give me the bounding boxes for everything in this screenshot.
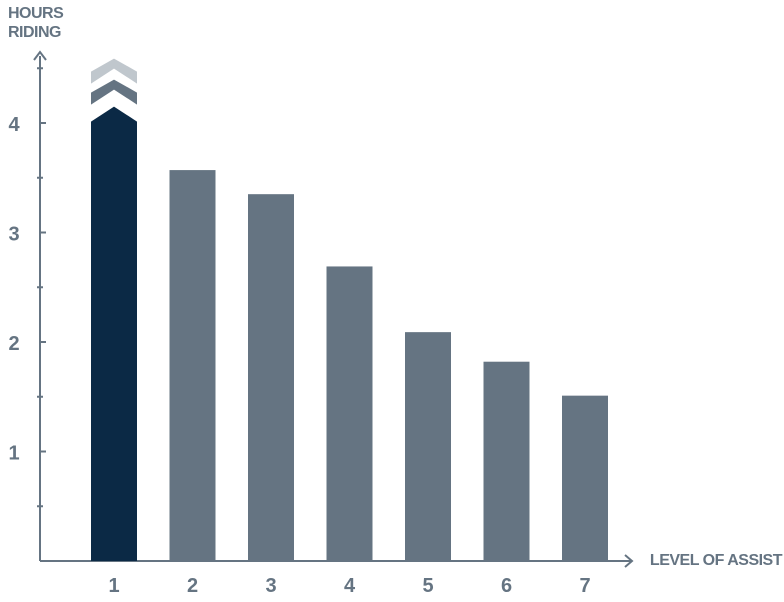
x-tick-label: 6: [501, 575, 512, 597]
x-tick-label: 7: [579, 575, 590, 597]
x-tick-label: 4: [344, 575, 356, 597]
x-tick-label: 5: [422, 575, 433, 597]
bar: [483, 361, 530, 561]
bar: [248, 194, 294, 562]
bar: [326, 266, 373, 561]
y-tick-label: 1: [8, 443, 19, 465]
x-tick-label: 2: [187, 575, 198, 597]
y-axis-label-line1: HOURS: [8, 5, 64, 22]
y-tick-label: 2: [8, 333, 19, 355]
y-axis-label-line2: RIDING: [8, 24, 62, 41]
x-tick-label: 1: [108, 575, 119, 597]
bar-extension-chevron: [91, 58, 137, 84]
x-axis-label: LEVEL OF ASSIST: [649, 552, 783, 569]
y-axis-label: HOURS RIDING: [8, 4, 78, 42]
bar: [169, 170, 216, 561]
bar: [405, 332, 451, 561]
bar-extension-chevron: [91, 79, 137, 105]
x-tick-label: 3: [265, 575, 276, 597]
bar: [562, 395, 608, 561]
y-tick-label: 4: [8, 114, 20, 136]
y-axis-arrow: [33, 50, 47, 61]
bar: [91, 106, 137, 561]
y-tick-label: 3: [8, 224, 19, 246]
x-axis-arrow: [624, 554, 634, 568]
